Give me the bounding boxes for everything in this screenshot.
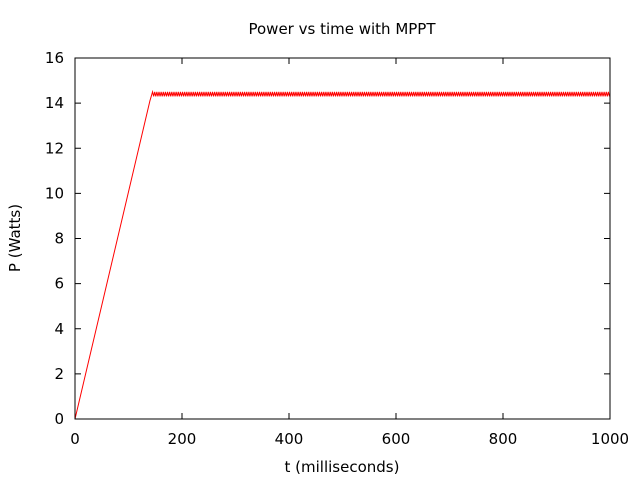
y-tick-label: 4 (54, 320, 64, 338)
y-tick-label: 8 (54, 230, 64, 248)
y-tick-label: 6 (54, 275, 64, 293)
x-tick-label: 200 (168, 430, 197, 448)
tick-labels: 0 200 400 600 800 1000 0 2 4 6 8 10 12 14 16 (45, 49, 629, 448)
x-tick-label: 600 (382, 430, 411, 448)
x-tick-label: 800 (489, 430, 518, 448)
series-line-0 (74, 89, 610, 420)
y-axis-label: P (Watts) (6, 204, 24, 272)
axis-ticks (74, 57, 611, 420)
y-tick-label: 0 (54, 410, 64, 428)
y-tick-label: 14 (45, 94, 64, 112)
series-group (74, 89, 610, 420)
chart-title: Power vs time with MPPT (248, 20, 436, 38)
y-tick-label: 16 (45, 49, 64, 67)
y-tick-label: 12 (45, 139, 64, 157)
x-tick-label: 400 (275, 430, 304, 448)
x-tick-label: 0 (70, 430, 80, 448)
x-tick-label: 1000 (591, 430, 629, 448)
y-tick-label: 2 (54, 365, 64, 383)
x-axis-label: t (milliseconds) (285, 458, 400, 476)
y-tick-label: 10 (45, 184, 64, 202)
plot-frame (74, 57, 611, 420)
